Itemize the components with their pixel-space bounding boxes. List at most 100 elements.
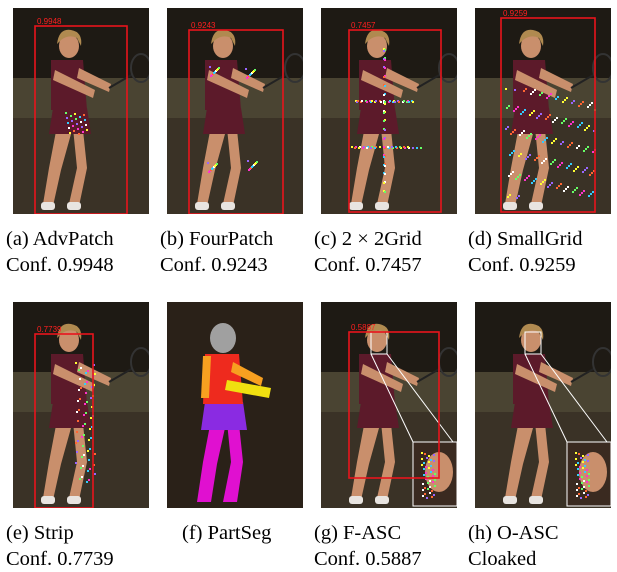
- left-shoe: [503, 496, 517, 504]
- right-arm: [77, 68, 111, 92]
- seg-hips: [201, 402, 247, 430]
- caption-conf: Conf. 0.7457: [314, 254, 422, 276]
- racket-handle: [570, 73, 596, 89]
- hair: [365, 323, 390, 340]
- bounding-box: [348, 331, 440, 479]
- skirt: [49, 108, 91, 134]
- face: [213, 34, 233, 58]
- left-arm: [361, 70, 403, 98]
- hair: [365, 29, 390, 46]
- right-leg: [223, 128, 241, 206]
- caption-title: (a) AdvPatch: [6, 228, 114, 250]
- hair: [519, 29, 544, 46]
- left-leg: [505, 420, 533, 500]
- adversarial-patch: [209, 66, 220, 77]
- adversarial-patch: [65, 112, 88, 135]
- zoom-line: [370, 353, 414, 443]
- racket-handle: [108, 73, 134, 89]
- seg-right-leg: [223, 422, 243, 502]
- grid-line: [351, 146, 422, 149]
- panel-image: [475, 302, 611, 508]
- racket-handle: [416, 73, 442, 89]
- racket-handle: [416, 367, 442, 383]
- left-arm: [53, 70, 95, 98]
- photo: 0.9243: [167, 8, 303, 214]
- racket-handle: [570, 367, 596, 383]
- panel-caption: (b) FourPatch Conf. 0.9243: [160, 226, 273, 278]
- caption-title: (b) FourPatch: [160, 228, 274, 250]
- bounding-box: [34, 333, 94, 508]
- zoom-line: [386, 353, 454, 443]
- hair: [57, 323, 82, 340]
- caption-conf: Conf. 0.9948: [6, 254, 114, 276]
- seg-upper-arm: [201, 356, 211, 398]
- seg-head: [210, 323, 236, 353]
- right-shoe: [221, 202, 235, 210]
- grid-perturbation: [505, 88, 596, 199]
- photo: 0.9948: [13, 8, 149, 214]
- zoom-line: [524, 353, 568, 443]
- caption-conf: Conf. 0.7739: [6, 548, 114, 570]
- caption-title: (g) F-ASC: [314, 522, 402, 544]
- bounding-box: [500, 17, 596, 213]
- panel-image: 0.9948: [13, 8, 149, 214]
- racket-head: [130, 347, 149, 377]
- photo: 0.7457: [321, 8, 457, 214]
- left-leg: [43, 420, 71, 500]
- player: [41, 29, 149, 210]
- right-shoe: [529, 202, 543, 210]
- right-arm: [539, 68, 573, 92]
- racket-head: [438, 53, 457, 83]
- player: [195, 29, 303, 210]
- seg-right-arm: [231, 362, 263, 386]
- racket-head: [130, 53, 149, 83]
- photo: [475, 302, 611, 508]
- bbox-confidence: 0.9948: [37, 17, 62, 26]
- left-shoe: [349, 202, 363, 210]
- bounding-box: [348, 29, 442, 213]
- right-leg: [531, 128, 549, 206]
- photo: 0.7739: [13, 302, 149, 508]
- panel-caption: (c) 2 × 2Grid Conf. 0.7457: [314, 226, 422, 278]
- skirt: [511, 402, 553, 428]
- left-leg: [505, 126, 533, 206]
- caption-conf: Conf. 0.9259: [468, 254, 576, 276]
- adversarial-patch: [245, 68, 256, 79]
- bbox-confidence: 0.9243: [191, 21, 216, 30]
- left-leg: [197, 126, 225, 206]
- caption-title: (h) O-ASC: [468, 522, 559, 544]
- right-shoe: [375, 202, 389, 210]
- face: [367, 34, 387, 58]
- panel-caption: (e) Strip Conf. 0.7739: [6, 520, 114, 572]
- left-leg: [43, 126, 71, 206]
- face: [59, 34, 79, 58]
- racket-head: [592, 53, 611, 83]
- racket-handle: [108, 367, 134, 383]
- right-shoe: [67, 202, 81, 210]
- right-shoe: [67, 496, 81, 504]
- caption-title: (c) 2 × 2Grid: [314, 228, 422, 250]
- panel-image: [167, 302, 303, 508]
- zoom-source: [524, 331, 542, 355]
- skirt: [511, 108, 553, 134]
- right-arm: [385, 68, 419, 92]
- caption-conf: Cloaked: [468, 548, 537, 570]
- zoom-line: [540, 353, 608, 443]
- player: [503, 29, 611, 210]
- left-shoe: [41, 202, 55, 210]
- left-shoe: [503, 202, 517, 210]
- panel-caption: (d) SmallGrid Conf. 0.9259: [468, 226, 582, 278]
- segmentation: [197, 323, 271, 502]
- hair: [57, 29, 82, 46]
- caption-title: (e) Strip: [6, 522, 74, 544]
- racket-head: [592, 347, 611, 377]
- face: [521, 328, 541, 352]
- zoom-perturbation: [421, 452, 436, 499]
- caption-title: (d) SmallGrid: [468, 228, 583, 250]
- skirt: [357, 108, 399, 134]
- right-shoe: [375, 496, 389, 504]
- panel-caption: (a) AdvPatch Conf. 0.9948: [6, 226, 114, 278]
- panel-caption: (g) F-ASC Conf. 0.5887: [314, 520, 422, 572]
- panel-image: 0.9259: [475, 8, 611, 214]
- seg-hands: [225, 380, 271, 398]
